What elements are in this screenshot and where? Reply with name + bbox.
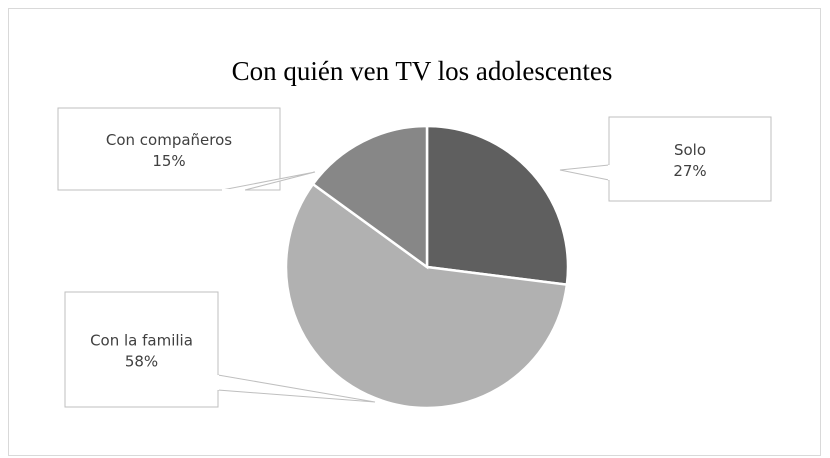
callout-box <box>608 116 772 202</box>
callout-solo: Solo 27% <box>559 116 772 202</box>
callout-category-label: Solo <box>674 141 706 159</box>
data-label-callouts: Solo 27% Con la familia 58% Con compañeros 15… <box>57 107 772 408</box>
pie-slice-solo <box>425 124 570 287</box>
callout-con-la-familia: Con la familia 58% <box>64 291 376 408</box>
pie-slices <box>284 124 570 410</box>
callout-value-label: 27% <box>673 162 706 180</box>
callout-box <box>64 291 219 408</box>
callout-value-label: 58% <box>125 353 158 371</box>
pie-slice-con-compañeros <box>311 124 429 270</box>
callout-category-label: Con la familia <box>90 332 193 350</box>
callout-category-label: Con compañeros <box>106 131 232 149</box>
callout-box <box>57 107 281 191</box>
callout-con-compañeros: Con compañeros 15% <box>57 107 316 191</box>
chart-title: Con quién ven TV los adolescentes <box>232 56 613 86</box>
pie-slice-con-la-familia <box>284 182 569 410</box>
callout-value-label: 15% <box>152 152 185 170</box>
callout-pointer <box>559 164 610 181</box>
